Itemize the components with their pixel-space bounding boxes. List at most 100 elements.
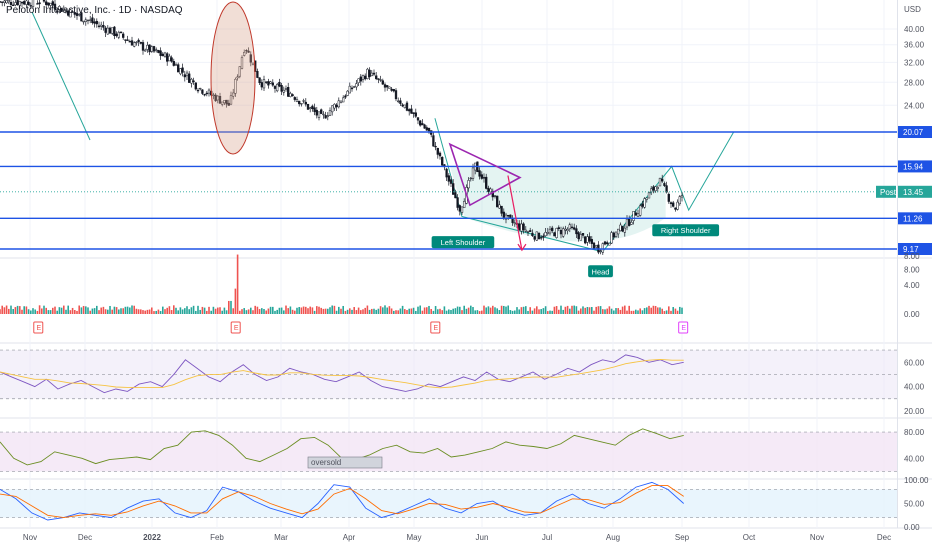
volume-bar [485, 307, 487, 314]
candle-body [399, 100, 402, 104]
candle-body [584, 236, 587, 244]
volume-bar [588, 307, 591, 314]
volume-bar [340, 308, 342, 314]
symbol-name: Peloton Interactive, Inc. [6, 5, 111, 16]
candle-body [236, 76, 239, 79]
volume-bar [527, 310, 529, 314]
candle-body [364, 75, 367, 80]
stoch-d-line [0, 485, 684, 519]
volume-bar [538, 309, 540, 314]
volume-bar [269, 306, 272, 314]
volume-bar [124, 306, 127, 314]
volume-bar [45, 307, 47, 314]
candle-body [9, 2, 13, 5]
volume-bar [126, 306, 129, 314]
volume-bar [54, 306, 56, 314]
volume-bar [324, 308, 327, 314]
price-levels[interactable]: 20.07 15.94 11.26 9.17 Post 13.45 [0, 126, 932, 255]
volume-bar [505, 306, 507, 314]
volume-bar [555, 306, 558, 314]
candle-body [174, 64, 178, 66]
volume-bar [456, 306, 459, 314]
volume-bar [366, 305, 369, 314]
volume-bar [241, 309, 243, 314]
candle-body [663, 183, 666, 186]
volume-bar [10, 305, 12, 314]
volume-bar [287, 308, 289, 314]
volume-bar [47, 310, 50, 314]
volume-bar [137, 309, 140, 314]
volume-bar [311, 307, 314, 314]
volume-bar [135, 308, 138, 314]
candle-body [119, 31, 123, 34]
candle-body [375, 75, 378, 80]
volume-bar [93, 308, 96, 314]
candle-body [141, 42, 145, 51]
volume-bar [278, 307, 281, 314]
volume-bar [327, 308, 329, 314]
volume-bar [32, 308, 34, 314]
volume-bar [349, 308, 351, 314]
volume-bar [408, 308, 410, 314]
volume-bar [648, 305, 650, 314]
candle-body [179, 68, 182, 75]
candle-body [619, 224, 622, 231]
candle-body [489, 188, 492, 193]
post-value-bg [898, 185, 932, 198]
candle-body [520, 223, 523, 232]
candle-body [372, 72, 376, 75]
candle-body [410, 108, 413, 114]
volume-bar [5, 305, 8, 314]
candle-body [273, 86, 277, 89]
candle-body [47, 2, 50, 6]
candle-body [432, 135, 435, 147]
candle-body [315, 109, 318, 116]
volume-bar [549, 310, 551, 314]
drawings[interactable]: Left Shoulder Head Right Shoulder [210, 1, 720, 278]
volume-bar [263, 308, 265, 314]
candle-body [177, 64, 180, 73]
volume-bar [428, 305, 430, 314]
volume-bar [421, 310, 424, 314]
candle-body [496, 195, 499, 208]
volume-bar [201, 306, 204, 314]
candle-body [137, 39, 140, 43]
volume-bar [305, 306, 307, 314]
volume-bar [67, 305, 69, 314]
volume-bar [122, 308, 124, 314]
candle-body [524, 229, 527, 232]
volume-bar [520, 307, 523, 314]
volume-bar [111, 309, 113, 314]
price-tick-label: 32.00 [904, 58, 925, 67]
volume-bar [355, 310, 358, 314]
candle-body [298, 100, 301, 105]
candle-body [542, 235, 545, 238]
earnings-label: E [681, 325, 686, 332]
candle-body [678, 196, 681, 205]
candle-body [249, 54, 252, 63]
candle-body [276, 84, 279, 92]
volume-bar [368, 309, 371, 314]
candle-body [115, 33, 118, 37]
level-label: 15.94 [903, 162, 924, 171]
volume-bar [635, 309, 637, 314]
price-axis[interactable] [898, 0, 932, 550]
volume-bar [377, 308, 380, 314]
stoch-k-line [0, 481, 684, 521]
volume-bar [467, 307, 470, 314]
candle-body [533, 236, 536, 240]
candle-body [601, 243, 604, 253]
volume-bar [177, 310, 179, 314]
volume-bar [1, 305, 3, 314]
volume-bar [63, 305, 65, 314]
volume-bar [155, 310, 157, 314]
volume-bar [525, 306, 527, 314]
volume-bar [250, 307, 252, 314]
candle-body [89, 19, 92, 21]
candle-body [423, 124, 426, 129]
candle-body [0, 1, 2, 3]
earnings-marker [430, 321, 441, 334]
volume-bar [375, 309, 377, 314]
